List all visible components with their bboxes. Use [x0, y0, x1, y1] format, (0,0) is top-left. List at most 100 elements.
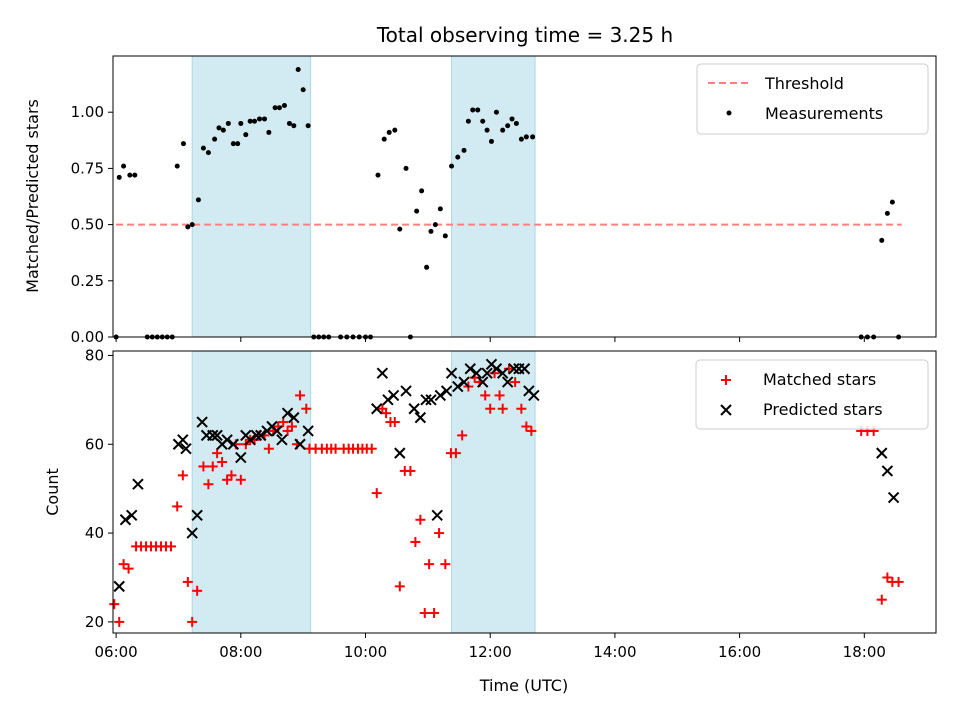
- bottom-span-0: [191, 350, 312, 634]
- bottom-legend: Matched stars Predicted stars: [695, 359, 929, 430]
- predicted-star-point: [288, 411, 300, 424]
- matched-star-point: [876, 594, 887, 605]
- predicted-star-point-b: [408, 403, 420, 415]
- matched-star-point: [301, 403, 312, 414]
- predicted-star-point-b: [281, 407, 294, 419]
- matched-star-point: [389, 417, 400, 428]
- top-span-0: [191, 55, 312, 338]
- legend-predicted-marker-b: [720, 404, 732, 416]
- bottom-ytick-label: 60: [85, 435, 104, 453]
- bottom-xtick-label: 12:00: [469, 643, 512, 661]
- matched-star-point: [450, 448, 461, 459]
- matched-star-point: [114, 616, 125, 627]
- predicted-star-point-b: [113, 580, 125, 593]
- predicted-star-point: [528, 389, 540, 402]
- bottom-xtick-label: 08:00: [219, 643, 262, 661]
- measurement-point: [205, 150, 211, 156]
- measurement-point: [381, 136, 387, 142]
- top-ytick-label: 0.50: [71, 216, 104, 234]
- measurement-point: [257, 116, 263, 122]
- measurement-point: [276, 105, 282, 111]
- predicted-star-point: [125, 509, 138, 522]
- bottom-axis-ticks: 20 40 60 80 06:00 08:00 10:00 12:00 14:00 16:00 18…: [85, 346, 886, 661]
- measurement-point: [392, 127, 398, 133]
- measurement-point: [132, 172, 138, 178]
- measurement-point: [247, 118, 253, 124]
- predicted-star-point-b: [394, 447, 406, 459]
- matched-star-point: [118, 559, 129, 570]
- predicted-star-point: [186, 527, 198, 539]
- matched-star-point: [429, 608, 440, 619]
- legend-measurement-label: Measurements: [765, 104, 883, 123]
- measurement-point: [455, 154, 461, 160]
- top-axis-ticks: 0.00 0.25 0.50 0.75 1.00: [71, 103, 865, 346]
- predicted-star-point: [445, 367, 458, 379]
- measurement-point: [189, 222, 195, 228]
- top-shaded-spans: [191, 55, 536, 338]
- predicted-star-point-b: [376, 367, 389, 379]
- predicted-star-point: [113, 580, 125, 593]
- matched-star-point: [366, 443, 377, 454]
- predicted-star-point-b: [445, 367, 458, 379]
- predicted-star-point: [414, 411, 427, 424]
- legend-predicted-label: Predicted stars: [763, 400, 883, 419]
- measurement-point: [230, 141, 236, 147]
- matched-star-point: [434, 528, 445, 539]
- measurement-point: [300, 87, 306, 93]
- predicted-star-point: [281, 407, 294, 419]
- matched-star-point: [165, 541, 176, 552]
- predicted-star-point: [255, 429, 267, 442]
- matched-star-point: [235, 474, 246, 485]
- predicted-star-point-b: [481, 367, 493, 379]
- predicted-star-point-b: [477, 376, 489, 388]
- measurement-point: [180, 141, 186, 147]
- predicted-star-point-b: [434, 389, 447, 402]
- bottom-xtick-label: 14:00: [593, 643, 636, 661]
- predicted-star-point: [235, 451, 247, 464]
- predicted-star-point-b: [881, 465, 894, 477]
- measurement-point: [470, 107, 476, 113]
- legend-predicted-swatch: [720, 404, 732, 416]
- matched-star-point: [457, 430, 468, 441]
- predicted-star-point-b: [276, 434, 288, 446]
- measurement-point: [216, 125, 222, 131]
- matched-star-point: [882, 572, 893, 583]
- predicted-star-point-b: [186, 527, 198, 539]
- matched-star-point: [263, 443, 274, 454]
- predicted-star-point: [119, 514, 132, 526]
- bottom-xtick-label: 18:00: [843, 643, 886, 661]
- measurement-point: [432, 222, 438, 228]
- measurement-point: [286, 120, 292, 126]
- top-ylabel: Matched/Predicted stars: [23, 99, 42, 293]
- bottom-shaded-spans: [191, 350, 536, 634]
- predicted-star-point: [440, 385, 453, 397]
- bottom-ytick-label: 80: [85, 346, 104, 364]
- predicted-star-point-b: [528, 389, 540, 402]
- predicted-star-point-b: [464, 363, 476, 375]
- bottom-ytick-label: 20: [85, 613, 104, 631]
- matched-star-point: [226, 470, 237, 481]
- predicted-star-point: [132, 478, 144, 490]
- top-ytick-label: 0.75: [71, 159, 104, 177]
- ratio-panel: 0.00 0.25 0.50 0.75 1.00 Matched/Predicted s…: [23, 55, 937, 346]
- measurement-point: [252, 118, 258, 124]
- predicted-star-point-b: [191, 509, 203, 522]
- predicted-star-point: [434, 389, 447, 402]
- matched-star-point: [182, 576, 193, 587]
- predicted-star-point-b: [414, 411, 427, 424]
- measurement-point: [424, 264, 430, 270]
- predicted-star-point: [276, 434, 288, 446]
- predicted-star-point-b: [302, 425, 314, 437]
- matched-star-point: [497, 403, 508, 414]
- matched-star-point: [286, 421, 297, 432]
- predicted-star-point: [420, 394, 432, 406]
- predicted-star-point: [211, 429, 223, 442]
- predicted-star-point: [207, 429, 219, 442]
- matched-star-point: [172, 501, 183, 512]
- matched-star-point: [198, 461, 209, 472]
- predicted-star-point: [191, 509, 203, 522]
- matched-star-point: [485, 403, 496, 414]
- top-span-1: [451, 55, 536, 338]
- matched-stars-points: [109, 363, 904, 627]
